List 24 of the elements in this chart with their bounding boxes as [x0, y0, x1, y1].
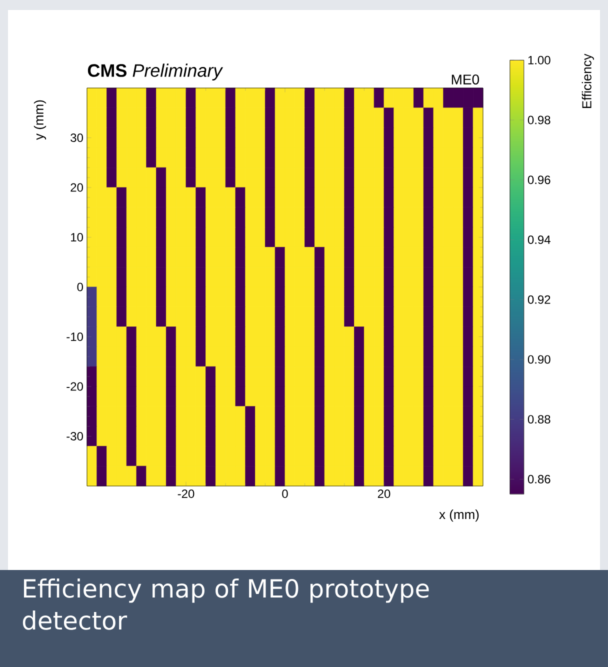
x-axis-title: x (mm) [439, 510, 479, 522]
y-tick-label: 0 [77, 282, 83, 292]
y-tick-label: -20 [66, 382, 83, 391]
x-tick-label: -20 [178, 490, 194, 498]
color-bar-label: 0.98 [528, 116, 550, 124]
color-bar-label: 1.00 [528, 56, 550, 64]
color-bar-label: 0.94 [528, 235, 550, 244]
text: ME0 [452, 74, 480, 84]
color-bar-label: 0.92 [528, 295, 550, 304]
y-tick-label: 20 [70, 183, 83, 192]
y-tick-label: -30 [66, 432, 83, 440]
color-bar-label: 0.96 [528, 176, 550, 184]
color-bar-title: Efficiency [582, 54, 594, 108]
text: Efficiency map of ME0 prototype detector [22, 578, 429, 630]
y-tick-label: 30 [70, 134, 83, 142]
y-tick-label: -10 [66, 332, 83, 341]
color-bar-label: 0.86 [528, 474, 550, 484]
y-tick-label: 10 [71, 233, 83, 242]
chart-title: CMS Preliminary [88, 64, 224, 80]
y-axis-title: y (mm) [34, 100, 46, 140]
color-bar-label: 0.88 [528, 415, 550, 424]
x-tick-label: 0 [282, 490, 288, 498]
color-bar-label: 0.90 [528, 355, 550, 364]
x-tick-label: 20 [378, 490, 390, 498]
